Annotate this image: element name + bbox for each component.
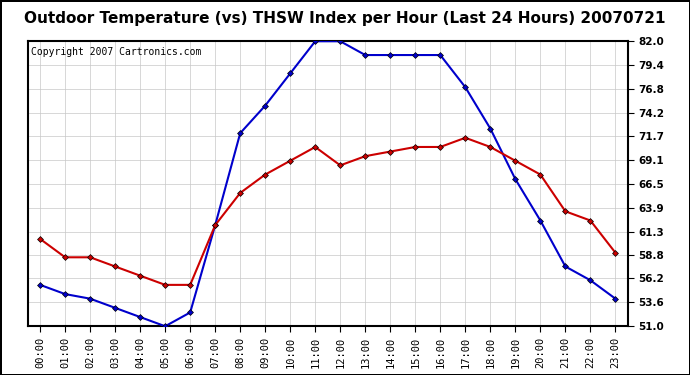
Text: Outdoor Temperature (vs) THSW Index per Hour (Last 24 Hours) 20070721: Outdoor Temperature (vs) THSW Index per …: [24, 11, 666, 26]
Text: Copyright 2007 Cartronics.com: Copyright 2007 Cartronics.com: [30, 47, 201, 57]
